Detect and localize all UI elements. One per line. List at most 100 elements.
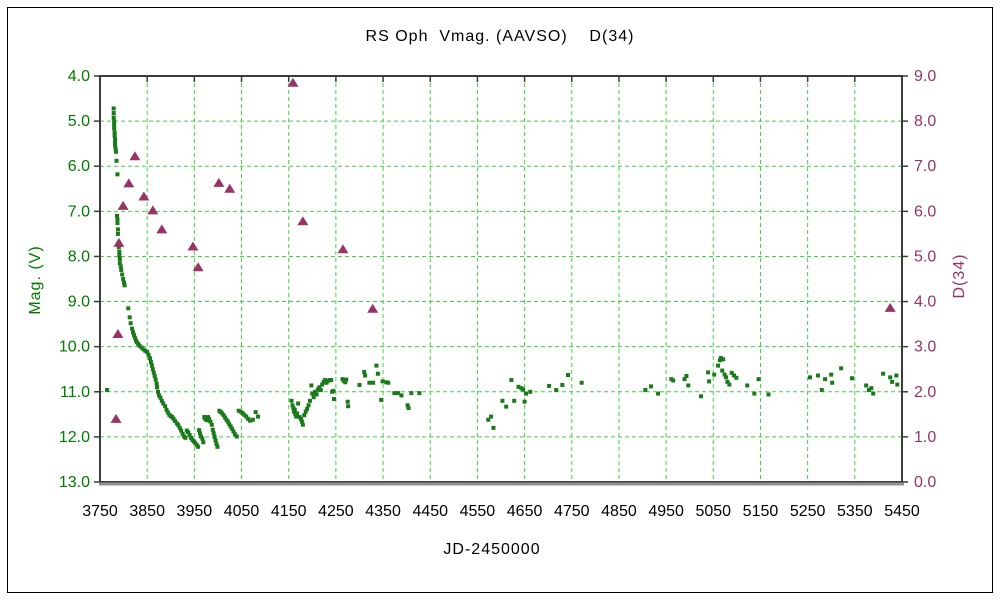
vmag-point xyxy=(310,391,315,396)
vmag-point xyxy=(343,380,348,385)
vmag-point xyxy=(849,376,854,381)
vmag-point xyxy=(317,385,322,390)
vmag-point xyxy=(200,436,205,441)
x-tick-label: 5350 xyxy=(837,503,873,520)
vmag-point xyxy=(409,391,414,396)
x-tick-label: 5150 xyxy=(743,503,779,520)
vmag-point xyxy=(296,401,301,406)
vmag-point xyxy=(127,315,132,320)
vmag-point xyxy=(298,416,303,421)
vmag-point xyxy=(323,378,328,383)
vmag-point xyxy=(331,396,336,401)
vmag-point xyxy=(311,395,316,400)
vmag-point xyxy=(165,410,170,415)
vmag-point xyxy=(306,403,311,408)
vmag-point xyxy=(890,379,895,384)
vmag-point xyxy=(579,380,584,385)
vmag-point xyxy=(682,377,687,382)
vmag-point xyxy=(829,372,834,377)
vmag-point xyxy=(294,414,299,419)
vmag-point xyxy=(716,363,721,368)
vmag-point xyxy=(313,389,318,394)
vmag-point xyxy=(128,321,133,326)
vmag-point xyxy=(227,422,232,427)
vmag-point xyxy=(115,217,120,222)
vmag-point xyxy=(164,407,169,412)
vmag-point xyxy=(209,422,214,427)
right-tick-label: 6.0 xyxy=(914,203,936,220)
vmag-point xyxy=(118,264,123,269)
vmag-point xyxy=(289,398,294,403)
vmag-point xyxy=(320,382,325,387)
vmag-point xyxy=(151,370,156,375)
vmag-point xyxy=(189,435,194,440)
vmag-point xyxy=(745,383,750,388)
d34-point xyxy=(147,205,159,215)
x-tick-label: 3750 xyxy=(82,503,118,520)
vmag-point xyxy=(489,414,494,419)
left-tick-label: 5.0 xyxy=(68,113,90,130)
vmag-point xyxy=(114,213,119,218)
x-tick-label: 5050 xyxy=(695,503,731,520)
vmag-point xyxy=(486,417,491,422)
vmag-point xyxy=(392,391,397,396)
vmag-point xyxy=(522,399,527,404)
vmag-point xyxy=(417,391,422,396)
x-tick-label: 4050 xyxy=(224,503,260,520)
vmag-point xyxy=(115,227,120,232)
x-tick-label: 3950 xyxy=(177,503,213,520)
d34-point xyxy=(213,177,225,187)
vmag-point xyxy=(113,140,118,145)
vmag-point xyxy=(148,360,153,365)
x-axis-title: JD-2450000 xyxy=(443,541,541,558)
left-tick-label: 8.0 xyxy=(68,248,90,265)
vmag-point xyxy=(206,416,211,421)
vmag-point xyxy=(187,433,192,438)
vmag-point xyxy=(225,419,230,424)
vmag-point xyxy=(152,373,157,378)
vmag-point xyxy=(111,110,116,115)
vmag-point xyxy=(516,384,521,389)
vmag-point xyxy=(250,417,255,422)
right-tick-label: 7.0 xyxy=(914,158,936,175)
vmag-point xyxy=(171,416,176,421)
vmag-point xyxy=(156,389,161,394)
vmag-point xyxy=(727,382,732,387)
right-tick-label: 8.0 xyxy=(914,113,936,130)
d34-point xyxy=(123,178,135,188)
vmag-point xyxy=(509,378,514,383)
vmag-point xyxy=(122,283,127,288)
vmag-point xyxy=(150,367,155,372)
vmag-point xyxy=(491,425,496,430)
d34-point xyxy=(113,237,125,247)
vmag-point xyxy=(724,375,729,380)
vmag-point xyxy=(329,378,334,383)
vmag-point xyxy=(866,387,871,392)
vmag-point xyxy=(244,414,249,419)
vmag-point xyxy=(210,427,215,432)
right-tick-label: 0.0 xyxy=(914,474,936,491)
x-tick-label: 4250 xyxy=(318,503,354,520)
vmag-point xyxy=(149,363,154,368)
vmag-point xyxy=(671,378,676,383)
x-tick-label: 4750 xyxy=(554,503,590,520)
d34-point xyxy=(117,200,129,210)
left-tick-label: 6.0 xyxy=(68,158,90,175)
vmag-point xyxy=(113,143,118,148)
vmag-point xyxy=(357,383,362,388)
vmag-point xyxy=(131,332,136,337)
vmag-point xyxy=(718,355,723,360)
vmag-point xyxy=(290,403,295,408)
vmag-point xyxy=(120,272,125,277)
vmag-point xyxy=(221,413,226,418)
x-tick-label: 4450 xyxy=(412,503,448,520)
right-tick-label: 9.0 xyxy=(914,68,936,85)
vmag-point xyxy=(888,375,893,380)
vmag-point xyxy=(211,431,216,436)
d34-point xyxy=(112,329,124,339)
vmag-point xyxy=(214,442,219,447)
vmag-point xyxy=(158,395,163,400)
vmag-point xyxy=(756,377,761,382)
vmag-point xyxy=(396,391,401,396)
